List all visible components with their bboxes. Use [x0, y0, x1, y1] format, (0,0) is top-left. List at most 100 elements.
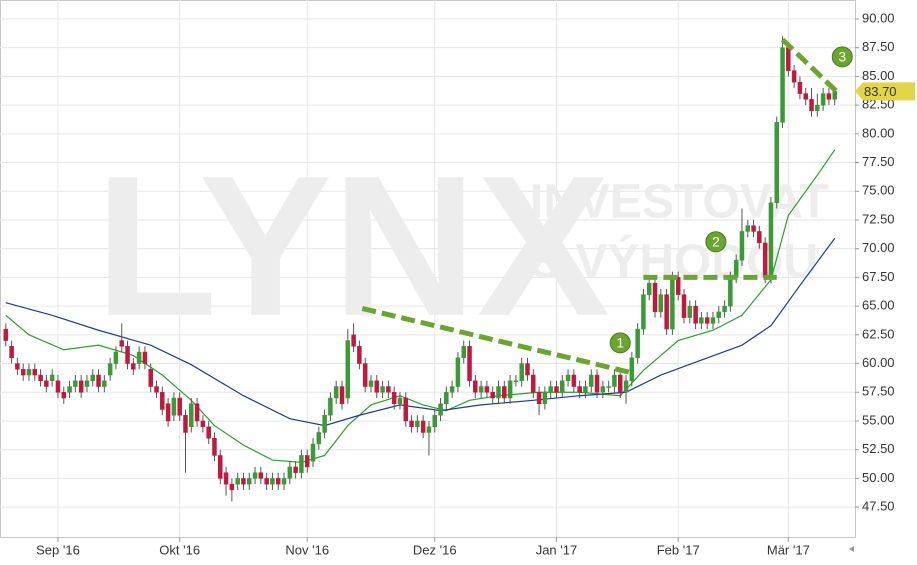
- candle-body: [791, 70, 797, 83]
- candle-body: [171, 397, 177, 416]
- candle-body: [189, 403, 194, 427]
- marker-circle: [831, 46, 853, 68]
- candle-body: [502, 386, 507, 399]
- candle-body: [507, 380, 513, 399]
- candle-body: [287, 466, 293, 479]
- candle-body: [496, 386, 501, 399]
- candle-body: [455, 357, 461, 387]
- candle-body: [751, 225, 756, 232]
- y-tick-label: 47.50: [862, 499, 895, 514]
- trendline: [361, 305, 633, 376]
- x-tick-label: Mär '17: [767, 542, 810, 557]
- candle-body: [774, 122, 779, 203]
- x-tick-label: Okt '16: [159, 542, 200, 557]
- candle-body: [803, 93, 808, 100]
- y-tick-label: 90.00: [862, 10, 895, 25]
- candle-body: [832, 91, 837, 100]
- candle-body: [675, 277, 681, 295]
- y-tick-label: 50.00: [862, 470, 895, 485]
- candle-body: [67, 386, 72, 393]
- candle-body: [415, 420, 420, 427]
- candle-body: [722, 305, 727, 313]
- candle-body: [90, 374, 95, 382]
- candle-body: [160, 392, 165, 410]
- candle-body: [699, 317, 704, 324]
- candle-body: [536, 392, 542, 405]
- candle-body: [270, 478, 275, 485]
- candle-body: [658, 294, 664, 313]
- candle-body: [165, 403, 171, 422]
- y-tick-label: 87.50: [862, 39, 895, 54]
- y-tick-label: 60.00: [862, 355, 895, 370]
- y-tick-label: 77.50: [862, 154, 895, 169]
- candle-body: [9, 346, 14, 359]
- moving-average-line: [5, 149, 836, 463]
- candle-body: [826, 93, 832, 100]
- y-tick-label: 67.50: [862, 269, 895, 284]
- candle-body: [681, 294, 687, 318]
- marker-circle: [705, 231, 727, 253]
- candle-body: [762, 242, 768, 278]
- candle-body: [316, 432, 322, 445]
- candle-body: [351, 334, 356, 347]
- candle-body: [733, 259, 739, 278]
- scroll-arrow[interactable]: [849, 546, 854, 552]
- candle-body: [780, 47, 785, 123]
- candle-body: [444, 392, 449, 405]
- candle-body: [304, 455, 310, 468]
- candle-body: [728, 277, 733, 307]
- candle-body: [548, 386, 553, 393]
- candle-body: [380, 386, 385, 393]
- candle-body: [96, 374, 101, 387]
- candle-body: [478, 386, 484, 393]
- candle-body: [449, 386, 455, 393]
- candle-body: [386, 386, 391, 393]
- candle-body: [206, 426, 211, 439]
- x-tick-label: Sep '16: [36, 542, 80, 557]
- candle-body: [78, 380, 84, 393]
- candle-body: [131, 363, 136, 370]
- candle-body: [136, 351, 142, 364]
- candle-body: [589, 374, 594, 387]
- candle-body: [473, 380, 478, 393]
- y-tick-label: 65.00: [862, 298, 895, 313]
- candle-body: [629, 357, 635, 382]
- candle-body: [102, 380, 107, 387]
- candle-body: [142, 351, 148, 364]
- candle-body: [745, 225, 751, 232]
- candle-body: [357, 346, 362, 364]
- candle-body: [275, 478, 281, 485]
- marker-label: 1: [616, 335, 624, 351]
- candle-body: [646, 282, 652, 295]
- candle-body: [525, 363, 530, 376]
- candle-body: [20, 369, 26, 376]
- y-tick-label: 85.00: [862, 68, 895, 83]
- candle-body: [339, 386, 345, 405]
- candle-body: [426, 426, 432, 433]
- candle-body: [200, 420, 206, 427]
- candle-body: [333, 386, 339, 399]
- y-tick-label: 62.50: [862, 326, 895, 341]
- candle-body: [757, 231, 762, 244]
- candle-body: [154, 386, 159, 393]
- candle-body: [293, 466, 298, 473]
- candle-body: [218, 455, 223, 479]
- candle-body: [571, 374, 577, 387]
- marker-label: 3: [838, 49, 846, 65]
- candle-body: [194, 403, 200, 422]
- candle-body: [786, 47, 791, 71]
- y-tick-label: 80.00: [862, 125, 895, 140]
- candle-body: [809, 99, 814, 112]
- candle-body: [560, 380, 565, 393]
- candle-body: [467, 346, 472, 382]
- candle-body: [15, 363, 20, 370]
- y-tick-label: 75.00: [862, 183, 895, 198]
- candle-body: [612, 374, 617, 387]
- candle-body: [3, 328, 9, 341]
- candle-body: [223, 472, 229, 485]
- candle-body: [409, 420, 414, 427]
- candle-body: [768, 202, 774, 278]
- trendline: [780, 37, 840, 95]
- watermark-text: INVESTOVAT: [530, 176, 829, 229]
